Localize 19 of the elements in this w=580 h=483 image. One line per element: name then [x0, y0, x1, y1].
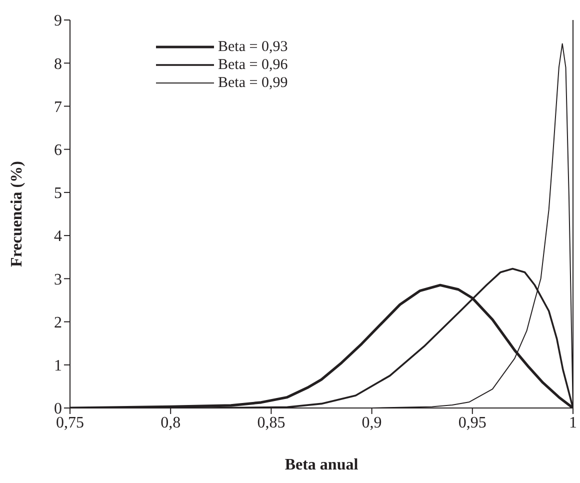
legend-label: Beta = 0,96 [218, 56, 288, 74]
x-axis-title: Beta anual [284, 456, 359, 474]
y-tick-label: 7 [54, 98, 62, 116]
y-tick-label: 4 [54, 228, 62, 246]
x-tick-label: 0,9 [362, 414, 382, 432]
legend-label: Beta = 0,99 [218, 74, 288, 92]
legend-label: Beta = 0,93 [218, 38, 288, 56]
y-axis-title: Frecuencia (%) [8, 161, 26, 267]
y-tick-label: 2 [54, 314, 62, 332]
x-tick-label: 0,95 [458, 414, 486, 432]
x-tick-label: 0,85 [257, 414, 286, 432]
y-tick-label: 3 [54, 271, 62, 288]
y-tick-label: 6 [54, 142, 62, 160]
y-tick-label: 1 [54, 358, 62, 375]
y-tick-label: 9 [54, 12, 62, 30]
x-tick-label: 0,8 [160, 414, 181, 432]
y-tick-label: 5 [54, 185, 62, 202]
x-tick-label: 1 [569, 414, 577, 432]
y-tick-label: 8 [54, 56, 62, 73]
